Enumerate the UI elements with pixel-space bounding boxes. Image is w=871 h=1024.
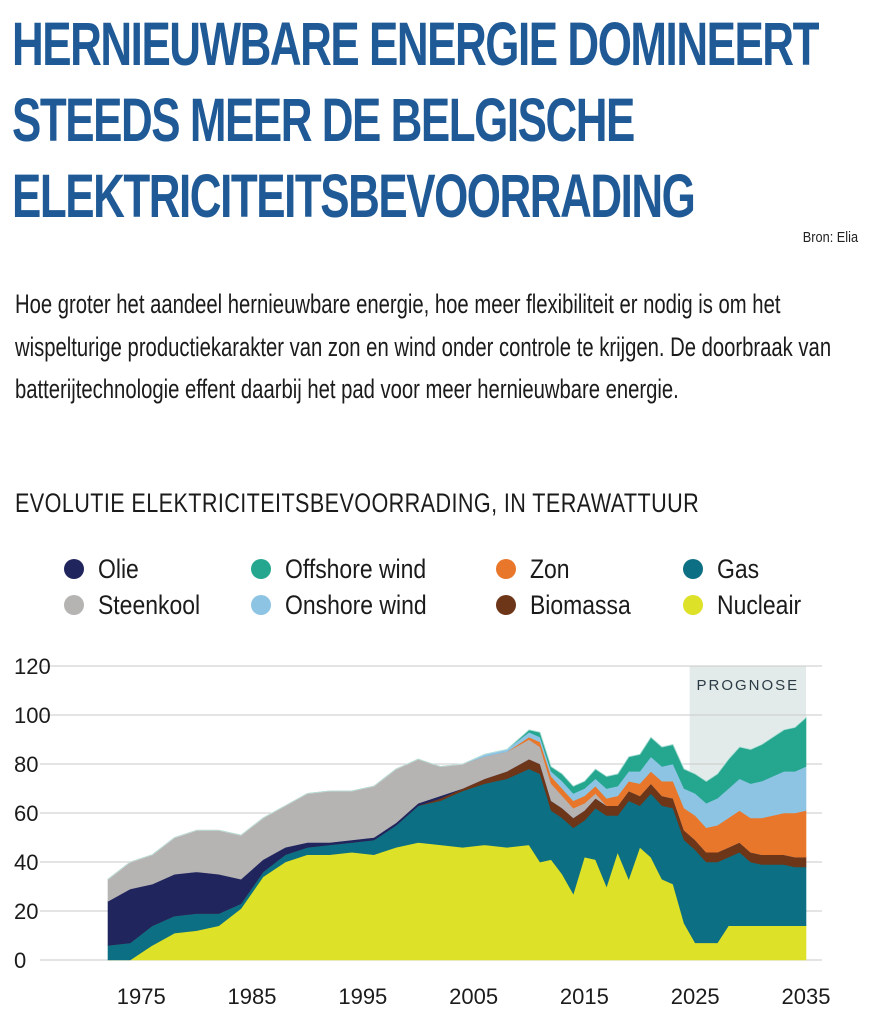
title-line-1: HERNIEUWBARE ENERGIE DOMINEERT — [12, 10, 819, 78]
chart-heading: EVOLUTIE ELEKTRICITEITSBEVOORRADING, IN … — [15, 488, 700, 518]
legend-swatch-biomassa — [496, 595, 516, 615]
legend-label-steenkool: Steenkool — [98, 589, 201, 620]
legend-label-onshore-wind: Onshore wind — [285, 589, 427, 620]
legend-swatch-zon — [496, 559, 516, 579]
legend-label-offshore-wind: Offshore wind — [285, 553, 427, 584]
legend-item-offshore-wind: Offshore wind — [251, 551, 451, 587]
page-title: HERNIEUWBARE ENERGIE DOMINEERT STEEDS ME… — [12, 6, 819, 234]
legend-swatch-gas — [683, 559, 703, 579]
legend-item-zon: Zon — [496, 551, 577, 587]
x-tick-label-1975: 1975 — [117, 984, 166, 1009]
title-line-3: ELEKTRICITEITSBEVOORRADING — [12, 162, 696, 230]
legend-item-olie: Olie — [64, 551, 146, 587]
x-tick-label-2025: 2025 — [671, 984, 720, 1009]
legend-label-nucleair: Nucleair — [717, 589, 802, 620]
y-tick-label-20: 20 — [14, 899, 38, 924]
legend-item-nucleair: Nucleair — [683, 587, 816, 623]
legend-swatch-offshore-wind — [251, 559, 271, 579]
legend-item-biomassa: Biomassa — [496, 587, 649, 623]
legend-label-zon: Zon — [530, 553, 570, 584]
legend-swatch-nucleair — [683, 595, 703, 615]
legend-swatch-onshore-wind — [251, 595, 271, 615]
legend-item-gas: Gas — [683, 551, 767, 587]
legend-label-olie: Olie — [98, 553, 139, 584]
x-tick-label-1985: 1985 — [228, 984, 277, 1009]
legend-label-gas: Gas — [717, 553, 760, 584]
y-tick-label-0: 0 — [14, 948, 26, 973]
title-line-2: STEEDS MEER DE BELGISCHE — [12, 86, 635, 154]
legend-label-biomassa: Biomassa — [530, 589, 631, 620]
y-tick-label-40: 40 — [14, 850, 38, 875]
y-tick-label-120: 120 — [14, 654, 51, 679]
intro-paragraph: Hoe groter het aandeel hernieuwbare ener… — [15, 289, 832, 404]
legend-item-steenkool: Steenkool — [64, 587, 218, 623]
stacked-area-chart: PROGNOSE 0 20 40 60 80 100 120 1975 1985 1995 2005… — [14, 654, 831, 1009]
chart-legend: Olie Offshore wind Zon Gas Steenkool Ons… — [64, 548, 864, 628]
total-outline — [107, 717, 807, 880]
prognose-label: PROGNOSE — [696, 677, 799, 694]
y-tick-label-60: 60 — [14, 801, 38, 826]
x-tick-label-2035: 2035 — [782, 984, 831, 1009]
legend-item-onshore-wind: Onshore wind — [251, 587, 452, 623]
legend-swatch-steenkool — [64, 595, 84, 615]
source-credit: Bron: Elia — [802, 229, 858, 246]
y-tick-label-100: 100 — [14, 703, 51, 728]
legend-swatch-olie — [64, 559, 84, 579]
y-tick-label-80: 80 — [14, 752, 38, 777]
x-tick-label-2005: 2005 — [449, 984, 498, 1009]
x-tick-label-1995: 1995 — [338, 984, 387, 1009]
x-tick-label-2015: 2015 — [560, 984, 609, 1009]
